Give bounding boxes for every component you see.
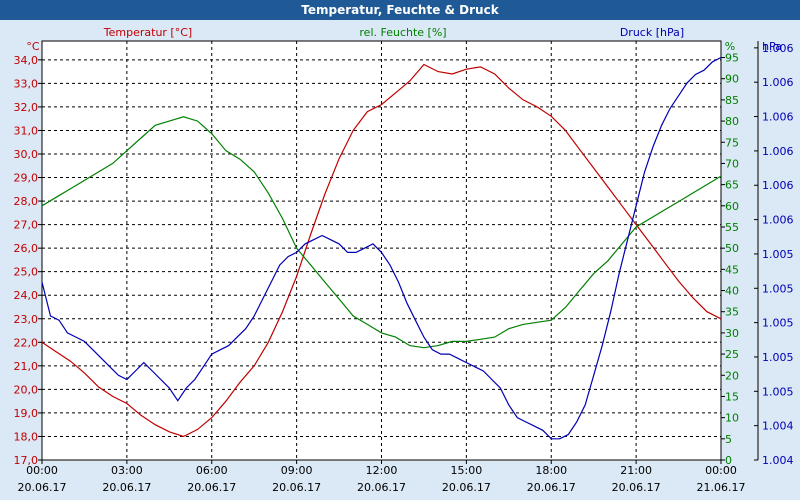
x-tick-time: 09:00 — [281, 464, 313, 477]
humidity-tick-label: 10 — [725, 412, 739, 425]
pressure-series-line — [41, 56, 722, 440]
pressure-tick-label: 1.004 — [762, 454, 794, 467]
pressure-tick-label: 1.005 — [762, 282, 794, 295]
x-tick-time: 06:00 — [196, 464, 228, 477]
humidity-tick-label: 95 — [725, 52, 739, 65]
x-tick-date: 20.06.17 — [442, 481, 491, 494]
humidity-tick-label: 50 — [725, 242, 739, 255]
temp-tick-label: 28,0 — [14, 195, 39, 208]
x-tick-date: 20.06.17 — [187, 481, 236, 494]
window-title: Temperatur, Feuchte & Druck — [0, 0, 800, 20]
temp-tick-label: 27,0 — [14, 219, 39, 232]
humidity-tick-label: 40 — [725, 285, 739, 298]
temp-tick-label: 24,0 — [14, 289, 39, 302]
x-tick-time: 00:00 — [705, 464, 737, 477]
x-tick-time: 15:00 — [451, 464, 483, 477]
x-tick-date: 20.06.17 — [357, 481, 406, 494]
temperature-series-line — [41, 63, 722, 438]
pressure-tick-label: 1.005 — [762, 248, 794, 261]
axis-labels: °C% hPa Temperatur [°C] rel. Feuchte [%] Dru… — [26, 26, 782, 53]
temp-tick-label: 33,0 — [14, 77, 39, 90]
pressure-tick-label: 1.005 — [762, 385, 794, 398]
temp-tick-label: 25,0 — [14, 266, 39, 279]
x-tick-date: 20.06.17 — [612, 481, 661, 494]
x-tick-date: 20.06.17 — [18, 481, 67, 494]
humidity-tick-label: 80 — [725, 115, 739, 128]
humidity-tick-label: 90 — [725, 73, 739, 86]
humidity-tick-label: 20 — [725, 369, 739, 382]
x-tick-time: 00:00 — [26, 464, 58, 477]
humidity-tick-label: 45 — [725, 263, 739, 276]
temp-tick-label: 17,0 — [14, 454, 39, 467]
x-tick-date: 20.06.17 — [527, 481, 576, 494]
pressure-tick-label: 1.006 — [762, 179, 794, 192]
temp-tick-label: 18,0 — [14, 430, 39, 443]
temp-tick-label: 31,0 — [14, 124, 39, 137]
temp-axis-title: Temperatur [°C] — [103, 26, 192, 39]
humidity-tick-label: 30 — [725, 327, 739, 340]
x-tick-date: 20.06.17 — [272, 481, 321, 494]
humidity-tick-label: 15 — [725, 390, 739, 403]
temp-tick-label: 22,0 — [14, 336, 39, 349]
weather-chart: 17,0 18,0 19,0 20,0 21,0 22,0 23,0 24,0 25,0 26,0… — [14, 26, 794, 494]
humidity-axis-title: rel. Feuchte [%] — [359, 26, 446, 39]
humidity-tick-label: 55 — [725, 221, 739, 234]
x-tick-date: 20.06.17 — [102, 481, 151, 494]
pressure-tick-label: 1.004 — [762, 420, 794, 433]
humidity-tick-label: 85 — [725, 94, 739, 107]
temp-tick-label: 34,0 — [14, 54, 39, 67]
grid-lines — [42, 41, 721, 460]
temp-tick-label: 26,0 — [14, 242, 39, 255]
pressure-tick-label: 1.006 — [762, 214, 794, 227]
temp-unit: °C — [26, 40, 40, 53]
series-lines — [41, 56, 722, 440]
pressure-tick-label: 1.006 — [762, 111, 794, 124]
temp-tick-label: 30,0 — [14, 148, 39, 161]
humidity-series-line — [41, 116, 722, 349]
x-tick-time: 03:00 — [111, 464, 143, 477]
temp-tick-label: 23,0 — [14, 313, 39, 326]
temp-tick-label: 19,0 — [14, 407, 39, 420]
temp-tick-label: 20,0 — [14, 383, 39, 396]
pressure-tick-label: 1.005 — [762, 317, 794, 330]
pressure-tick-label: 1.006 — [762, 42, 794, 55]
pressure-tick-label: 1.006 — [762, 76, 794, 89]
humidity-tick-label: 65 — [725, 179, 739, 192]
axes: 17,0 18,0 19,0 20,0 21,0 22,0 23,0 24,0 25,0 26,0… — [14, 41, 794, 494]
humidity-tick-label: 5 — [725, 433, 732, 446]
pressure-tick-label: 1.006 — [762, 145, 794, 158]
pressure-axis-title: Druck [hPa] — [620, 26, 684, 39]
x-tick-time: 12:00 — [366, 464, 398, 477]
temp-tick-label: 29,0 — [14, 172, 39, 185]
humidity-tick-label: 70 — [725, 157, 739, 170]
humidity-tick-label: 75 — [725, 136, 739, 149]
humidity-unit: % — [725, 40, 735, 53]
pressure-tick-label: 1.005 — [762, 351, 794, 364]
humidity-tick-label: 25 — [725, 348, 739, 361]
temp-tick-label: 32,0 — [14, 101, 39, 114]
pressure-unit: hPa — [762, 40, 782, 53]
temp-tick-label: 21,0 — [14, 360, 39, 373]
humidity-tick-label: 60 — [725, 200, 739, 213]
x-tick-time: 21:00 — [620, 464, 652, 477]
x-tick-date: 21.06.17 — [697, 481, 746, 494]
humidity-tick-label: 35 — [725, 306, 739, 319]
humidity-tick-label: 0 — [725, 454, 732, 467]
x-tick-time: 18:00 — [535, 464, 567, 477]
